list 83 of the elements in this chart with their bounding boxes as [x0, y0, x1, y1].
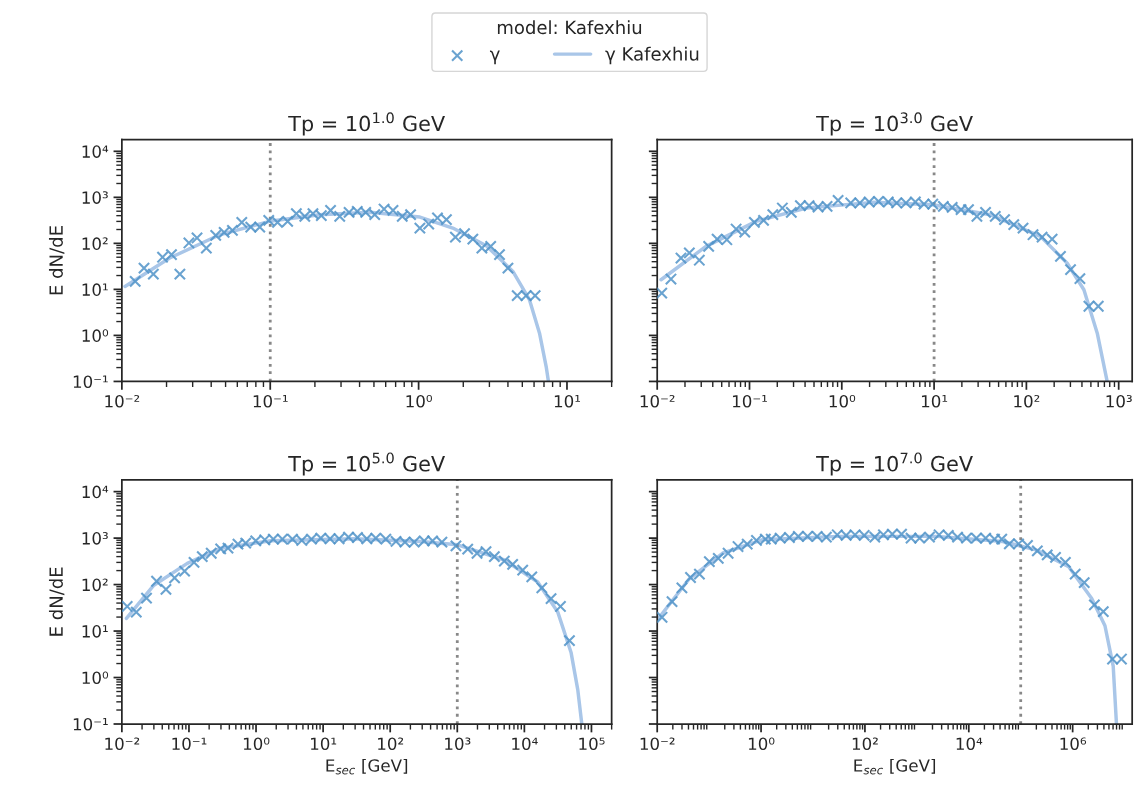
point	[1064, 263, 1077, 276]
x-tick-label: 10⁶	[1060, 737, 1087, 751]
y-tick-label: 10²	[82, 237, 108, 250]
x-tick-label: 10²	[1014, 394, 1040, 408]
y-tick-label: 10²	[82, 578, 108, 592]
point	[493, 248, 506, 261]
x-tick-label: 10⁴	[956, 737, 983, 751]
y-tick-label: 10¹	[82, 283, 108, 296]
point	[766, 208, 780, 221]
x-tick-label: 10⁻²	[640, 737, 675, 751]
x-tick-label: 10⁵	[579, 737, 605, 751]
point	[501, 261, 515, 275]
point	[1088, 598, 1101, 611]
point	[674, 251, 688, 265]
chart-title: Tp = 10$^{1.0}$ GeV	[288, 112, 445, 136]
point	[137, 261, 151, 275]
y-axis-title: E dN/dE	[48, 226, 65, 295]
point	[173, 267, 187, 281]
x-axis-title: E$_{sec}$ [GeV]	[326, 758, 408, 775]
point	[466, 232, 480, 246]
point	[721, 547, 735, 560]
y-axis-title: E dN/dE	[48, 567, 65, 636]
x-tick-label: 10⁻²	[640, 394, 675, 408]
chart-title: Tp = 10$^{3.0}$ GeV	[816, 112, 973, 136]
x-tick-label: 10⁰	[829, 394, 856, 408]
x-tick-label: 10³	[1106, 394, 1132, 408]
x-tick-label: 10⁻¹	[172, 737, 207, 751]
point	[1073, 272, 1087, 285]
x-tick-label: 10⁰	[406, 394, 432, 408]
point	[200, 241, 213, 255]
point	[235, 216, 248, 229]
legend-label: γ Kafexhiu	[605, 46, 699, 65]
y-tick-label: 10⁻¹	[73, 375, 108, 388]
x-tick-label: 10¹	[554, 394, 581, 408]
x-tick-label: 10⁻¹	[732, 394, 767, 408]
x-tick-label: 10¹	[311, 737, 337, 751]
x-tick-label: 10²	[378, 737, 404, 751]
point	[776, 201, 789, 215]
point	[1054, 250, 1067, 263]
point	[970, 210, 984, 223]
point	[675, 581, 689, 595]
point	[129, 275, 142, 288]
y-tick-label: 10⁻¹	[73, 717, 108, 731]
point	[147, 267, 160, 281]
x-tick-label: 10⁻²	[105, 394, 140, 408]
x-axis-title: E$_{sec}$ [GeV]	[854, 758, 936, 775]
point	[785, 206, 798, 219]
x-tick-label: 10²	[852, 737, 878, 751]
point	[1059, 556, 1072, 569]
y-tick-label: 10³	[82, 191, 108, 204]
point	[702, 240, 715, 253]
x-tick-label: 10¹	[921, 394, 948, 408]
point	[693, 254, 706, 267]
point	[422, 217, 435, 231]
point	[1078, 576, 1091, 589]
point	[413, 221, 427, 235]
point	[1097, 605, 1110, 618]
x-tick-label: 10⁰	[243, 737, 270, 751]
y-tick-label: 10⁴	[82, 485, 109, 499]
point	[665, 595, 679, 608]
point	[657, 286, 668, 300]
legend-title: model: Kafexhiu	[497, 20, 642, 35]
x-tick-label: 10⁰	[748, 737, 775, 751]
x-tick-label: 10⁴	[512, 737, 538, 751]
point	[324, 204, 337, 217]
x-tick-label: 10⁻²	[105, 737, 140, 751]
point	[683, 246, 696, 260]
point	[190, 231, 204, 245]
legend-label: γ	[489, 50, 500, 65]
chart-title: Tp = 10$^{7.0}$ GeV	[816, 452, 973, 476]
point	[657, 611, 669, 624]
y-tick-label: 10⁴	[82, 145, 109, 158]
point	[1069, 567, 1082, 581]
y-tick-label: 10⁰	[82, 671, 109, 685]
chart-title: Tp = 10$^{5.0}$ GeV	[288, 452, 445, 476]
point	[664, 272, 678, 286]
point	[333, 210, 346, 223]
y-tick-label: 10¹	[82, 625, 108, 638]
x-tick-label: 10⁻¹	[253, 394, 288, 408]
y-tick-label: 10³	[82, 532, 108, 545]
point	[182, 236, 196, 250]
y-tick-label: 10⁰	[82, 329, 109, 342]
x-tick-label: 10³	[445, 737, 471, 751]
